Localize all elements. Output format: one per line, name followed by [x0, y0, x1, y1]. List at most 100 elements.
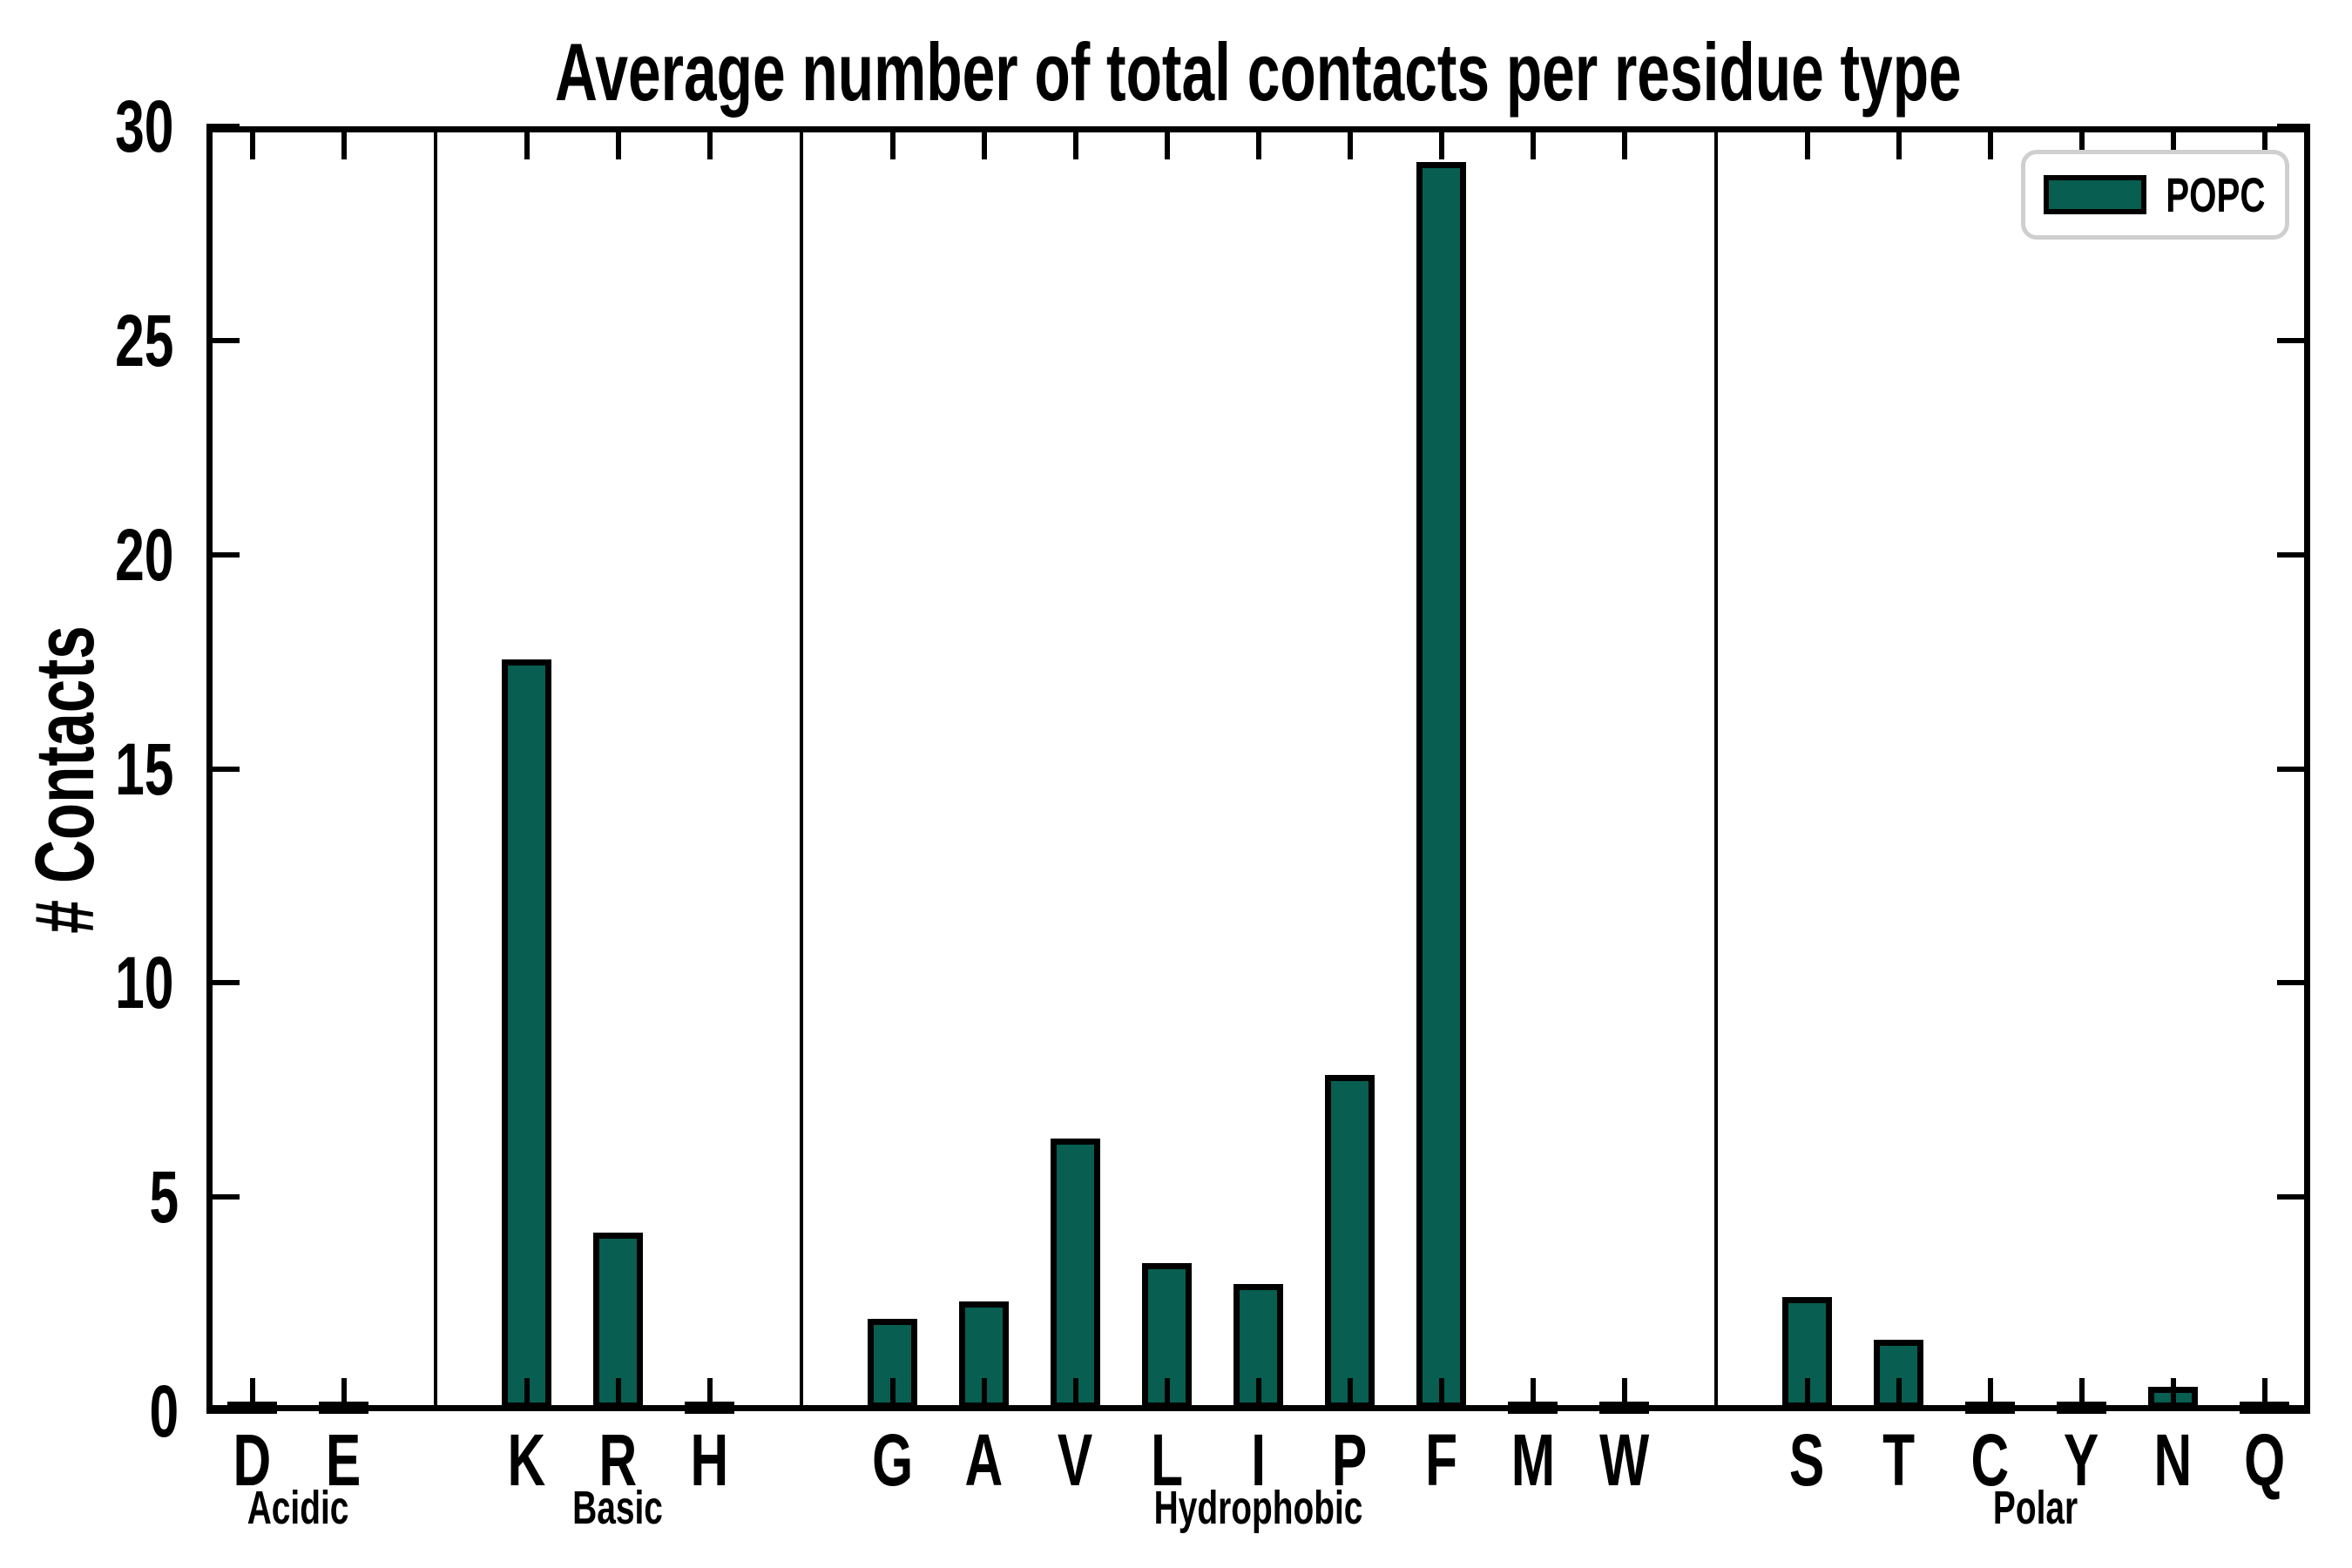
- y-tick-right-20: [2277, 551, 2310, 558]
- x-tick-top-W: [1621, 126, 1627, 159]
- x-tick-bottom-M: [1530, 1378, 1536, 1411]
- y-tick-left-20: [206, 551, 240, 558]
- group-separator: [433, 126, 437, 1411]
- x-tick-top-F: [1438, 126, 1444, 159]
- x-tick-bottom-D: [249, 1378, 255, 1411]
- x-tick-label-F: F: [1425, 1419, 1457, 1501]
- y-tick-label-25: 25: [114, 299, 173, 382]
- x-tick-label-M: M: [1511, 1419, 1555, 1501]
- x-tick-bottom-T: [1896, 1378, 1902, 1411]
- x-tick-bottom-N: [2170, 1378, 2176, 1411]
- group-label-acidic: Acidic: [247, 1482, 349, 1534]
- x-tick-label-V: V: [1058, 1419, 1093, 1501]
- x-tick-bottom-Y: [2078, 1378, 2085, 1411]
- x-tick-bottom-V: [1072, 1378, 1078, 1411]
- x-tick-bottom-S: [1804, 1378, 1810, 1411]
- x-tick-label-L: L: [1151, 1419, 1183, 1501]
- x-tick-top-D: [249, 126, 255, 159]
- y-tick-right-5: [2277, 1194, 2310, 1200]
- x-tick-label-A: A: [964, 1419, 1004, 1501]
- y-tick-left-10: [206, 980, 240, 986]
- group-separator: [1713, 126, 1718, 1411]
- y-tick-left-25: [206, 337, 240, 343]
- x-tick-top-T: [1896, 126, 1902, 159]
- x-tick-top-V: [1072, 126, 1078, 159]
- x-tick-label-N: N: [2153, 1419, 2193, 1501]
- x-tick-bottom-K: [524, 1378, 530, 1411]
- x-tick-bottom-H: [706, 1378, 713, 1411]
- y-tick-label-20: 20: [114, 513, 173, 596]
- x-tick-top-H: [706, 126, 713, 159]
- x-tick-label-E: E: [326, 1419, 362, 1501]
- x-tick-top-I: [1255, 126, 1261, 159]
- x-tick-label-H: H: [690, 1419, 729, 1501]
- chart-title-text: Average number of total contacts per res…: [555, 26, 1962, 118]
- group-label-polar: Polar: [1993, 1482, 2078, 1534]
- x-tick-bottom-F: [1438, 1378, 1444, 1411]
- y-tick-right-0: [2277, 1409, 2310, 1414]
- x-tick-bottom-I: [1255, 1378, 1261, 1411]
- x-tick-label-S: S: [1789, 1419, 1825, 1501]
- x-tick-top-P: [1347, 126, 1353, 159]
- x-tick-label-K: K: [507, 1419, 546, 1501]
- bar-P: [1325, 1074, 1375, 1409]
- x-tick-top-R: [615, 126, 621, 159]
- x-tick-bottom-C: [1987, 1378, 1993, 1411]
- y-tick-label-10: 10: [114, 942, 173, 1024]
- x-tick-bottom-E: [341, 1378, 347, 1411]
- bar-A: [959, 1301, 1009, 1409]
- y-tick-left-15: [206, 766, 240, 772]
- x-tick-top-N: [2170, 126, 2176, 159]
- bar-F: [1416, 162, 1466, 1409]
- x-tick-bottom-L: [1164, 1378, 1170, 1411]
- x-tick-top-Q: [2261, 126, 2268, 159]
- legend: POPC: [2021, 150, 2289, 240]
- y-tick-label-30: 30: [114, 85, 173, 167]
- y-tick-label-5: 5: [149, 1156, 179, 1239]
- x-tick-label-W: W: [1598, 1419, 1650, 1501]
- x-tick-label-T: T: [1882, 1419, 1915, 1501]
- y-tick-right-30: [2277, 124, 2310, 129]
- x-tick-top-Y: [2078, 126, 2085, 159]
- group-label-hydrophobic: Hydrophobic: [1153, 1482, 1363, 1534]
- x-tick-label-P: P: [1332, 1419, 1368, 1501]
- x-tick-bottom-G: [889, 1378, 896, 1411]
- y-tick-left-30: [206, 124, 240, 129]
- y-tick-right-15: [2277, 766, 2310, 772]
- x-tick-top-K: [524, 126, 530, 159]
- plot-area: [206, 126, 2310, 1411]
- y-tick-label-0: 0: [149, 1370, 179, 1452]
- x-tick-top-G: [889, 126, 896, 159]
- y-tick-left-0: [206, 1409, 240, 1414]
- group-separator: [799, 126, 803, 1411]
- legend-color-swatch: [2044, 175, 2147, 214]
- x-tick-label-I: I: [1251, 1419, 1266, 1501]
- x-tick-bottom-P: [1347, 1378, 1353, 1411]
- group-label-basic: Basic: [572, 1482, 664, 1534]
- x-tick-top-C: [1987, 126, 1993, 159]
- bar-V: [1051, 1139, 1100, 1409]
- legend-label-text: POPC: [2166, 167, 2266, 222]
- x-tick-label-R: R: [598, 1419, 638, 1501]
- y-tick-left-5: [206, 1194, 240, 1200]
- x-tick-bottom-Q: [2261, 1378, 2268, 1411]
- x-tick-bottom-W: [1621, 1378, 1627, 1411]
- x-tick-top-L: [1164, 126, 1170, 159]
- x-tick-label-Q: Q: [2243, 1419, 2286, 1501]
- y-tick-right-25: [2277, 337, 2310, 343]
- x-tick-label-D: D: [233, 1419, 272, 1501]
- y-tick-right-10: [2277, 980, 2310, 986]
- legend-label: POPC: [2146, 166, 2285, 223]
- x-tick-top-A: [981, 126, 987, 159]
- chart-title: Average number of total contacts per res…: [206, 24, 2310, 120]
- x-tick-top-E: [341, 126, 347, 159]
- x-tick-top-M: [1530, 126, 1536, 159]
- x-tick-bottom-A: [981, 1378, 987, 1411]
- y-tick-label-15: 15: [114, 727, 173, 810]
- x-tick-top-S: [1804, 126, 1810, 159]
- bar-K: [502, 659, 551, 1409]
- x-tick-label-Y: Y: [2064, 1419, 2099, 1501]
- x-tick-label-C: C: [1970, 1419, 2010, 1501]
- x-tick-label-G: G: [871, 1419, 914, 1501]
